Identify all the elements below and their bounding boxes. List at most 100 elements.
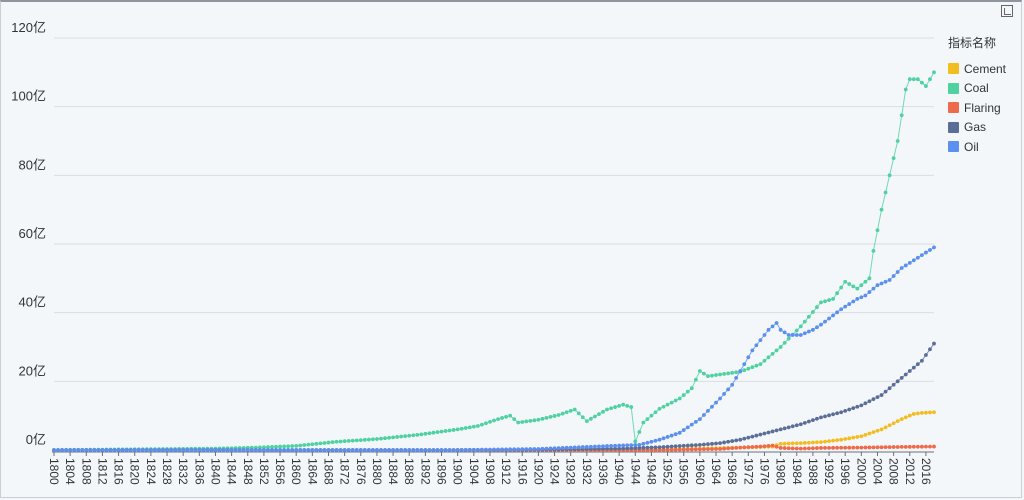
data-point [669, 444, 674, 449]
data-point [286, 448, 291, 452]
data-point [778, 441, 783, 446]
data-point [225, 448, 230, 452]
data-point [552, 446, 557, 451]
data-point [173, 448, 178, 452]
data-point [645, 440, 650, 445]
series-layer [52, 70, 936, 452]
data-point [342, 448, 347, 452]
data-point [827, 298, 831, 302]
data-point [806, 329, 811, 334]
data-point [899, 417, 904, 421]
data-point [601, 409, 605, 414]
data-point [435, 430, 440, 435]
legend-item-flaring[interactable]: Flaring [948, 98, 1006, 118]
data-point [722, 446, 726, 451]
data-point [714, 441, 718, 446]
data-point [928, 347, 932, 352]
data-point [706, 442, 710, 447]
data-point [621, 446, 626, 451]
legend-item-cement[interactable]: Cement [948, 59, 1006, 79]
data-point [774, 321, 779, 325]
legend-item-gas[interactable]: Gas [948, 118, 1006, 138]
data-point [859, 295, 864, 300]
data-point [451, 428, 456, 432]
data-point [185, 448, 190, 452]
data-point [665, 444, 670, 449]
data-point [366, 448, 371, 452]
data-point [605, 444, 609, 448]
data-point [661, 404, 666, 409]
data-point [774, 428, 779, 433]
data-point [609, 446, 613, 451]
data-point [802, 319, 807, 324]
data-point [419, 448, 424, 452]
data-point [132, 448, 137, 452]
data-point [584, 445, 589, 449]
legend-item-coal[interactable]: Coal [948, 79, 1006, 99]
data-point [379, 436, 383, 441]
data-point [274, 448, 278, 452]
data-point [879, 281, 884, 286]
data-point [855, 404, 860, 409]
data-point [697, 442, 702, 447]
data-point [810, 327, 815, 332]
data-point [919, 358, 924, 363]
data-point [411, 433, 416, 438]
expand-icon[interactable] [1001, 5, 1013, 17]
legend-swatch [948, 141, 959, 153]
x-tick-label: 1824 [144, 458, 158, 485]
data-point [766, 430, 771, 435]
data-point [148, 448, 153, 452]
data-point [794, 423, 799, 428]
data-point [843, 408, 848, 413]
data-point [746, 435, 751, 440]
data-point [794, 328, 799, 333]
data-point [681, 447, 686, 452]
data-point [52, 448, 56, 452]
data-point [459, 448, 464, 452]
data-point [835, 310, 840, 315]
data-point [290, 448, 295, 452]
data-point [722, 372, 726, 376]
x-tick-label: 1936 [596, 458, 610, 485]
legend-swatch [948, 82, 959, 94]
data-point [439, 429, 444, 434]
data-point [907, 444, 912, 449]
data-point [540, 416, 545, 421]
data-point [56, 448, 60, 452]
data-point [673, 447, 678, 452]
data-point [217, 448, 222, 452]
data-point [766, 355, 771, 360]
data-point [734, 445, 739, 450]
data-point [863, 445, 868, 450]
data-point [475, 424, 480, 428]
data-point [810, 310, 815, 314]
data-point [100, 448, 105, 452]
legend-swatch [948, 102, 959, 114]
data-point [322, 441, 327, 445]
data-point [891, 445, 896, 449]
data-point [677, 430, 682, 435]
legend-item-oil[interactable]: Oil [948, 137, 1006, 157]
data-point [334, 439, 339, 444]
data-point [924, 353, 928, 357]
data-point [924, 250, 928, 255]
data-point [851, 445, 856, 450]
y-tick-label: 80亿 [19, 157, 46, 172]
data-point [621, 402, 626, 407]
data-point [266, 445, 270, 449]
data-point [492, 418, 496, 423]
data-point [560, 446, 565, 450]
data-point [120, 448, 125, 452]
x-tick-label: 2012 [903, 458, 917, 485]
data-point [92, 448, 97, 452]
data-point [516, 447, 521, 452]
data-point [879, 207, 884, 212]
data-point [588, 416, 593, 421]
series-coal [52, 70, 936, 452]
data-point [629, 405, 634, 409]
data-point [823, 439, 827, 444]
data-point [556, 446, 561, 451]
data-point [665, 402, 670, 407]
data-point [895, 419, 900, 424]
